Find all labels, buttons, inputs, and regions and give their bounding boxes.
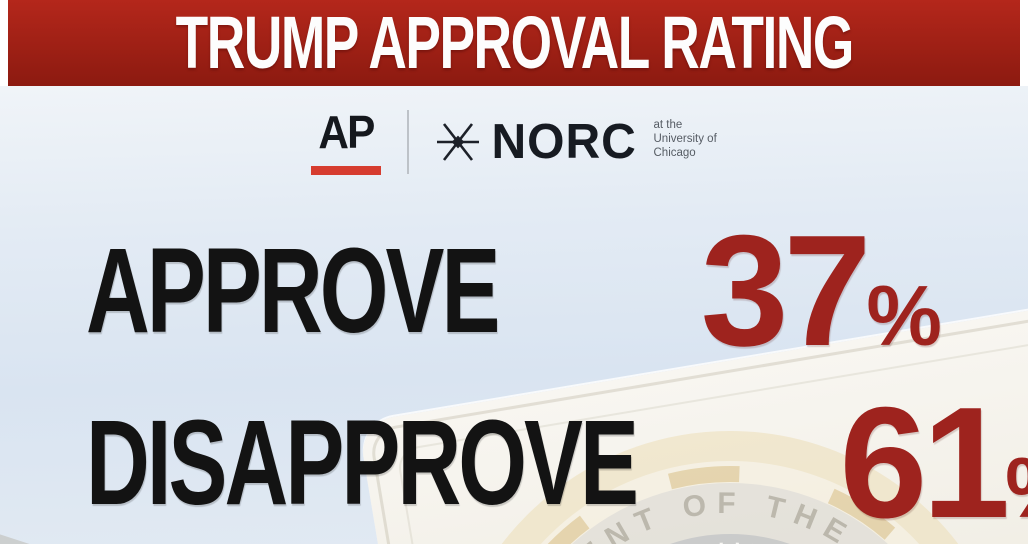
ap-logo: AP xyxy=(311,106,382,175)
presidential-seal-background: ENT OF THE xyxy=(478,431,982,544)
logo-divider xyxy=(407,110,410,174)
result-row-disapprove: DISAPPROVE 61% xyxy=(86,384,1028,542)
norc-tagline-line-1: at the xyxy=(653,119,683,132)
norc-wordmark: NORC xyxy=(491,114,638,169)
ap-logo-underline xyxy=(311,166,382,175)
background-sky: ENT OF THE xyxy=(0,86,1028,544)
norc-logo: NORC at the University of Chicago xyxy=(435,114,717,169)
norc-tagline: at the University of Chicago xyxy=(654,119,717,160)
result-row-approve: APPROVE 37% xyxy=(86,212,942,370)
result-value-approve: 37% xyxy=(701,212,942,370)
norc-tagline-line-2: University of xyxy=(653,133,717,146)
disapprove-percent-number: 61 xyxy=(839,375,1010,548)
result-value-disapprove: 61% xyxy=(839,384,1028,542)
corner-shadow xyxy=(0,533,87,544)
result-label-approve: APPROVE xyxy=(86,222,500,358)
disapprove-percent-sign: % xyxy=(1005,441,1028,536)
norc-star-icon xyxy=(437,123,480,161)
headline-title: TRUMP APPROVAL RATING xyxy=(175,1,854,84)
ap-wordmark: AP xyxy=(318,106,376,158)
approve-percent-number: 37 xyxy=(700,203,872,379)
result-label-disapprove: DISAPPROVE xyxy=(86,394,639,530)
approve-percent-sign: % xyxy=(866,269,942,364)
logo-lockup: AP NORC at the University of Chicago xyxy=(0,100,1028,184)
headline-banner: TRUMP APPROVAL RATING xyxy=(8,0,1020,86)
bottom-border xyxy=(0,544,1028,548)
norc-tagline-line-3: Chicago xyxy=(653,146,696,159)
